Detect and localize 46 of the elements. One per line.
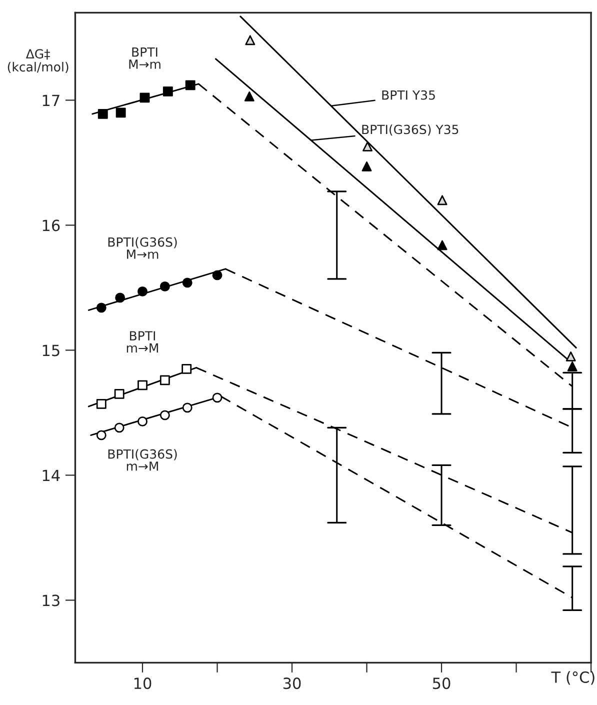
point bbox=[437, 240, 448, 250]
point bbox=[115, 292, 126, 303]
point bbox=[114, 422, 124, 433]
point bbox=[182, 402, 192, 413]
point bbox=[160, 281, 170, 292]
legend-label: BPTI Y35 bbox=[382, 90, 435, 100]
point bbox=[160, 410, 170, 420]
x-tick-label: 50 bbox=[432, 678, 450, 690]
series-label: BPTI m→M bbox=[126, 331, 158, 352]
series-label: BPTI(G36S) M→m bbox=[108, 237, 177, 259]
point bbox=[138, 416, 148, 426]
point bbox=[437, 195, 448, 206]
point bbox=[185, 80, 196, 90]
y-axis-title: ΔG‡ (kcal/mol) bbox=[8, 49, 68, 74]
point bbox=[566, 351, 576, 362]
y-tick-label: 14 bbox=[42, 470, 60, 481]
point bbox=[567, 361, 578, 372]
point bbox=[212, 270, 222, 280]
y-tick-label: 17 bbox=[42, 94, 60, 106]
y-tick-label: 15 bbox=[42, 344, 60, 356]
x-tick-label: 30 bbox=[283, 678, 301, 690]
point bbox=[160, 375, 170, 386]
legend-label: BPTI(G36S) Y35 bbox=[362, 124, 458, 136]
y-tick-label: 13 bbox=[42, 594, 60, 606]
point bbox=[138, 380, 148, 390]
point bbox=[114, 388, 124, 399]
point bbox=[116, 108, 126, 118]
series-label: BPTI M→m bbox=[129, 47, 160, 69]
x-axis-title: T (°C) bbox=[551, 671, 594, 685]
y-tick-label: 16 bbox=[42, 220, 60, 232]
point bbox=[182, 364, 192, 374]
point bbox=[162, 86, 173, 96]
series-label: BPTI(G36S) m→M bbox=[108, 449, 177, 471]
point bbox=[96, 430, 106, 440]
point bbox=[362, 141, 372, 152]
point bbox=[212, 392, 222, 403]
point bbox=[245, 35, 256, 46]
point bbox=[140, 92, 150, 103]
point bbox=[96, 398, 106, 409]
point bbox=[98, 108, 108, 119]
point bbox=[138, 286, 148, 296]
point bbox=[96, 302, 106, 313]
x-tick-label: 10 bbox=[134, 678, 152, 690]
point bbox=[182, 278, 192, 288]
point bbox=[244, 91, 254, 102]
point bbox=[362, 161, 372, 172]
